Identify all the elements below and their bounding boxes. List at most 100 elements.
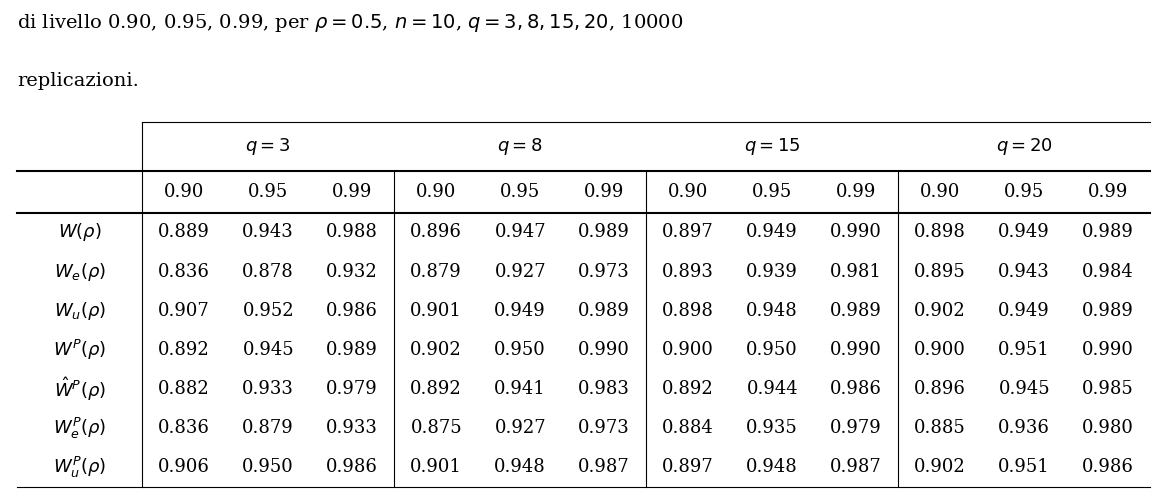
Text: 0.952: 0.952: [243, 302, 294, 320]
Text: 0.944: 0.944: [747, 380, 798, 398]
Text: 0.936: 0.936: [999, 419, 1050, 437]
Text: 0.987: 0.987: [578, 458, 630, 477]
Text: 0.892: 0.892: [158, 341, 210, 359]
Text: 0.983: 0.983: [578, 380, 630, 398]
Text: 0.949: 0.949: [747, 224, 798, 242]
Text: 0.951: 0.951: [999, 341, 1050, 359]
Text: 0.945: 0.945: [999, 380, 1050, 398]
Text: 0.90: 0.90: [920, 183, 961, 201]
Text: 0.943: 0.943: [243, 224, 294, 242]
Text: 0.948: 0.948: [747, 302, 798, 320]
Text: 0.898: 0.898: [662, 302, 714, 320]
Text: 0.950: 0.950: [747, 341, 798, 359]
Text: 0.879: 0.879: [410, 263, 462, 281]
Text: 0.979: 0.979: [830, 419, 882, 437]
Text: 0.986: 0.986: [830, 380, 882, 398]
Text: $q = 20$: $q = 20$: [995, 136, 1053, 157]
Text: 0.984: 0.984: [1082, 263, 1134, 281]
Text: 0.99: 0.99: [584, 183, 624, 201]
Text: 0.949: 0.949: [999, 224, 1050, 242]
Text: 0.933: 0.933: [326, 419, 378, 437]
Text: $q = 15$: $q = 15$: [743, 136, 801, 157]
Text: 0.892: 0.892: [662, 380, 714, 398]
Text: $\hat{W}^P(\rho)$: $\hat{W}^P(\rho)$: [54, 375, 105, 403]
Text: 0.879: 0.879: [243, 419, 294, 437]
Text: di livello 0.90, 0.95, 0.99, per $\rho = 0.5$, $n = 10$, $q = 3, 8, 15, 20$, 100: di livello 0.90, 0.95, 0.99, per $\rho =…: [17, 12, 684, 34]
Text: 0.896: 0.896: [410, 224, 462, 242]
Text: $q = 3$: $q = 3$: [245, 136, 291, 157]
Text: 0.875: 0.875: [410, 419, 462, 437]
Text: 0.989: 0.989: [326, 341, 378, 359]
Text: 0.884: 0.884: [662, 419, 714, 437]
Text: 0.948: 0.948: [747, 458, 798, 477]
Text: 0.906: 0.906: [158, 458, 210, 477]
Text: 0.989: 0.989: [830, 302, 882, 320]
Text: $W^P(\rho)$: $W^P(\rho)$: [53, 338, 106, 362]
Text: 0.949: 0.949: [495, 302, 546, 320]
Text: 0.985: 0.985: [1082, 380, 1134, 398]
Text: 0.939: 0.939: [747, 263, 798, 281]
Text: 0.989: 0.989: [578, 302, 630, 320]
Text: 0.950: 0.950: [243, 458, 294, 477]
Text: 0.902: 0.902: [410, 341, 462, 359]
Text: 0.836: 0.836: [158, 263, 210, 281]
Text: 0.927: 0.927: [495, 263, 546, 281]
Text: 0.897: 0.897: [662, 224, 714, 242]
Text: 0.889: 0.889: [158, 224, 210, 242]
Text: 0.990: 0.990: [578, 341, 630, 359]
Text: 0.900: 0.900: [914, 341, 966, 359]
Text: $q = 8$: $q = 8$: [497, 136, 543, 157]
Text: 0.951: 0.951: [999, 458, 1050, 477]
Text: 0.989: 0.989: [578, 224, 630, 242]
Text: 0.945: 0.945: [243, 341, 294, 359]
Text: 0.947: 0.947: [495, 224, 546, 242]
Text: 0.986: 0.986: [326, 458, 378, 477]
Text: 0.927: 0.927: [495, 419, 546, 437]
Text: 0.895: 0.895: [914, 263, 966, 281]
Text: 0.836: 0.836: [158, 419, 210, 437]
Text: 0.981: 0.981: [830, 263, 882, 281]
Text: 0.979: 0.979: [326, 380, 378, 398]
Text: 0.896: 0.896: [914, 380, 966, 398]
Text: $W_e^P(\rho)$: $W_e^P(\rho)$: [53, 416, 106, 441]
Text: 0.893: 0.893: [662, 263, 714, 281]
Text: 0.90: 0.90: [164, 183, 205, 201]
Text: 0.990: 0.990: [830, 341, 882, 359]
Text: 0.973: 0.973: [578, 419, 630, 437]
Text: 0.885: 0.885: [914, 419, 966, 437]
Text: 0.892: 0.892: [410, 380, 462, 398]
Text: 0.898: 0.898: [914, 224, 966, 242]
Text: $W_u^P(\rho)$: $W_u^P(\rho)$: [53, 455, 106, 480]
Text: $W_u(\rho)$: $W_u(\rho)$: [53, 300, 106, 322]
Text: $W_e(\rho)$: $W_e(\rho)$: [54, 261, 105, 283]
Text: 0.882: 0.882: [158, 380, 210, 398]
Text: 0.988: 0.988: [326, 224, 378, 242]
Text: 0.897: 0.897: [662, 458, 714, 477]
Text: 0.980: 0.980: [1082, 419, 1134, 437]
Text: 0.90: 0.90: [668, 183, 709, 201]
Text: 0.902: 0.902: [914, 458, 966, 477]
Text: 0.941: 0.941: [495, 380, 546, 398]
Text: 0.901: 0.901: [410, 458, 462, 477]
Text: 0.933: 0.933: [243, 380, 294, 398]
Text: 0.99: 0.99: [1088, 183, 1128, 201]
Text: 0.95: 0.95: [1005, 183, 1044, 201]
Text: $W(\rho)$: $W(\rho)$: [58, 222, 102, 244]
Text: 0.987: 0.987: [830, 458, 882, 477]
Text: 0.99: 0.99: [332, 183, 372, 201]
Text: 0.948: 0.948: [495, 458, 546, 477]
Text: 0.949: 0.949: [999, 302, 1050, 320]
Text: 0.990: 0.990: [1082, 341, 1134, 359]
Text: 0.973: 0.973: [578, 263, 630, 281]
Text: 0.95: 0.95: [753, 183, 792, 201]
Text: 0.902: 0.902: [914, 302, 966, 320]
Text: 0.986: 0.986: [326, 302, 378, 320]
Text: 0.95: 0.95: [501, 183, 540, 201]
Text: 0.989: 0.989: [1082, 224, 1134, 242]
Text: 0.878: 0.878: [243, 263, 294, 281]
Text: 0.95: 0.95: [249, 183, 288, 201]
Text: 0.989: 0.989: [1082, 302, 1134, 320]
Text: replicazioni.: replicazioni.: [17, 72, 139, 90]
Text: 0.90: 0.90: [416, 183, 457, 201]
Text: 0.943: 0.943: [999, 263, 1050, 281]
